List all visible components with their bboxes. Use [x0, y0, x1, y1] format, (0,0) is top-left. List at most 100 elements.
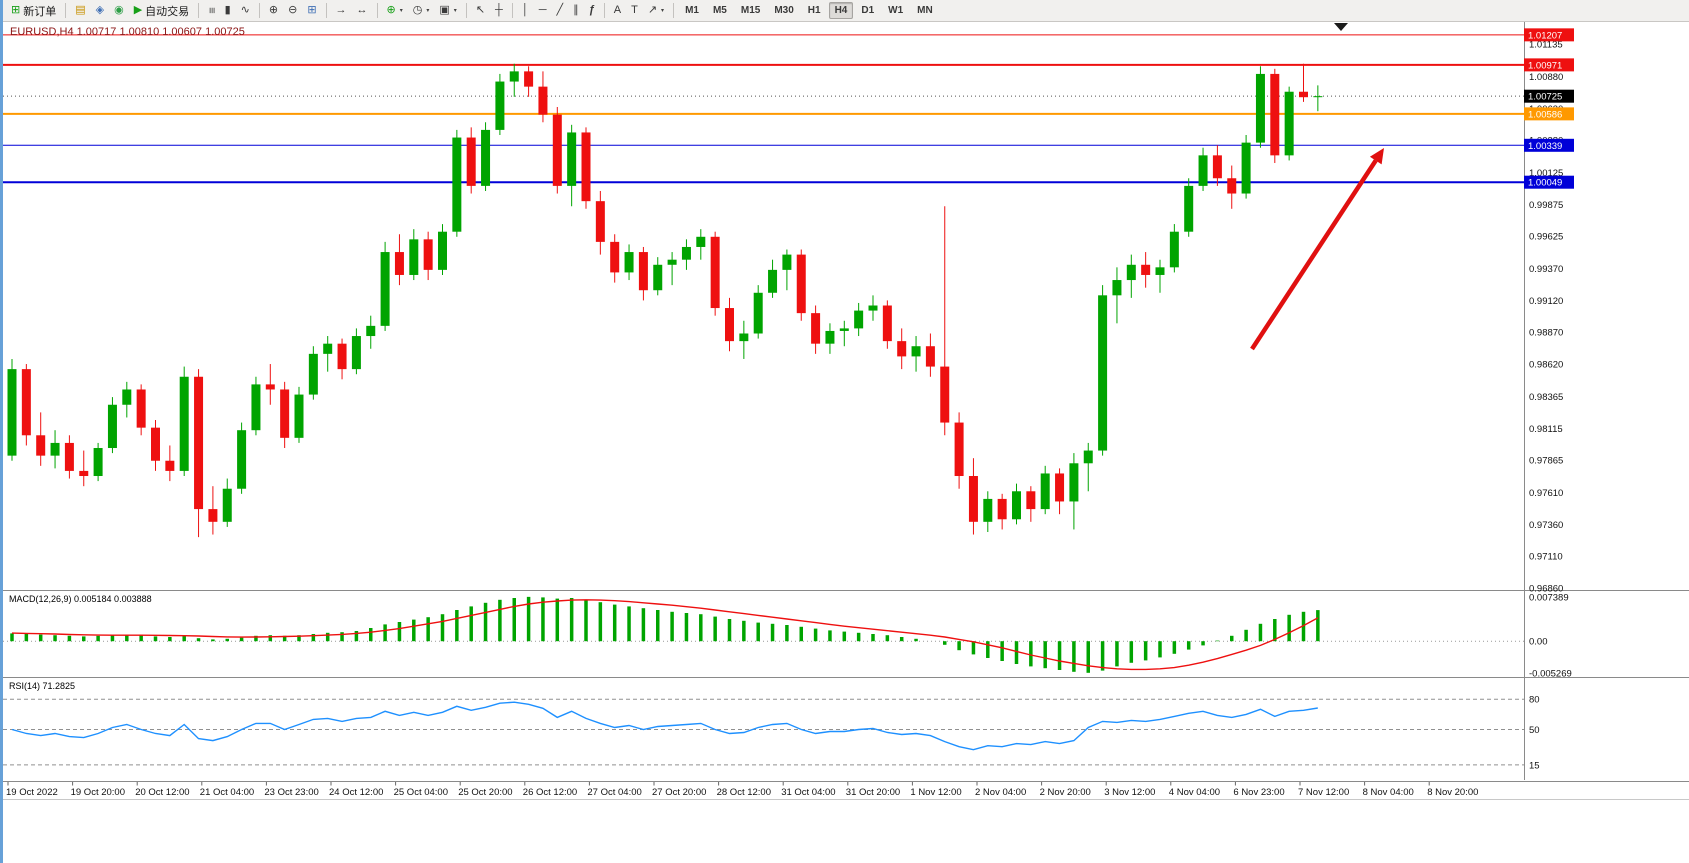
candle — [954, 422, 964, 477]
price-axis-label: 1.01135 — [1529, 40, 1563, 51]
templates-icon: ▣ — [439, 4, 450, 16]
zoom-out-button[interactable]: ⊖ — [284, 1, 301, 21]
candle — [653, 264, 663, 291]
candle — [1313, 96, 1323, 98]
price-axis-label: 0.97610 — [1529, 488, 1563, 499]
zoom-in-icon: ⊕ — [268, 4, 279, 16]
candlestick-chart-button[interactable]: ▮ — [221, 1, 235, 21]
crosshair-button[interactable]: ┼ — [491, 1, 507, 21]
candle — [1184, 185, 1194, 232]
candle — [351, 336, 361, 370]
arrows-button[interactable]: ↗ ▾ — [644, 1, 668, 21]
price-axis-label: 0.99370 — [1529, 264, 1563, 275]
fibonacci-button[interactable]: ƒ — [585, 1, 599, 21]
timeframe-m5-button[interactable]: M5 — [712, 5, 727, 16]
candle — [1241, 142, 1251, 194]
timeframe-m15-button[interactable]: M15 — [740, 5, 761, 16]
timeframe-h4-button[interactable]: H4 — [828, 2, 854, 19]
price-axis-label: 0.97360 — [1529, 520, 1563, 531]
vertical-line-button[interactable]: │ — [518, 1, 533, 21]
candle — [782, 254, 792, 270]
candle — [265, 384, 275, 390]
market-watch-button[interactable]: ▤ — [71, 1, 89, 21]
timeframe-m30-button[interactable]: M30 — [774, 5, 794, 16]
price-level-badge — [1524, 138, 1574, 152]
channel-button[interactable]: ∥ — [569, 1, 583, 21]
bar-chart-button[interactable]: ≡ — [204, 1, 218, 21]
price-axis-label: 0.98620 — [1529, 360, 1563, 371]
time-axis-label: 4 Nov 04:00 — [1169, 787, 1220, 798]
line-chart-button[interactable]: ∿ — [237, 1, 254, 21]
candle — [825, 330, 835, 344]
periods-button[interactable]: ◷ ▾ — [409, 1, 434, 21]
price-axis-label: 0.98365 — [1529, 392, 1563, 403]
dropdown-caret-icon: ▾ — [426, 8, 430, 14]
text-label-button[interactable]: T — [627, 1, 642, 21]
candle — [524, 71, 534, 87]
candle — [595, 201, 605, 242]
price-level-badge — [1524, 175, 1574, 189]
candle — [925, 346, 935, 367]
price-axis-label: 1.00125 — [1529, 168, 1563, 179]
chart-shift-button[interactable]: ↔ — [353, 1, 372, 21]
trend-arrow[interactable] — [1250, 159, 1378, 351]
candle — [696, 236, 706, 247]
trend-arrow-head[interactable] — [1369, 148, 1384, 165]
zoom-in-button[interactable]: ⊕ — [265, 1, 282, 21]
candle — [151, 427, 160, 461]
candle — [79, 470, 89, 477]
time-axis-label: 28 Oct 12:00 — [717, 787, 771, 798]
timeframe-w1-button[interactable]: W1 — [888, 5, 904, 16]
macd-axis-label: -0.005269 — [1529, 668, 1572, 679]
cursor-button[interactable]: ↖ — [472, 1, 489, 21]
horizontal-line-button[interactable]: ─ — [535, 1, 551, 21]
periods-icon: ◷ — [412, 4, 423, 16]
timeframe-m1-button[interactable]: M1 — [685, 5, 699, 16]
timeframe-h1-button[interactable]: H1 — [807, 5, 821, 16]
price-axis-label: 0.99625 — [1529, 232, 1563, 243]
price-level-badge-label: 1.01207 — [1528, 30, 1562, 41]
time-axis-label: 23 Oct 23:00 — [264, 787, 318, 798]
text-button[interactable]: A — [610, 1, 625, 21]
price-level-badge-label: 1.00586 — [1528, 109, 1562, 120]
candle — [710, 236, 720, 309]
indicators-button[interactable]: ⊕ ▾ — [383, 1, 407, 21]
time-axis-label: 19 Oct 2022 — [6, 787, 58, 798]
candle — [280, 389, 290, 438]
toolbar-separator — [258, 3, 260, 18]
timeframe-d1-button[interactable]: D1 — [861, 5, 875, 16]
candle — [997, 498, 1007, 520]
new-order-button[interactable]: ⊞ 新订单 — [7, 1, 60, 21]
candle — [323, 343, 333, 354]
templates-button[interactable]: ▣ ▾ — [435, 1, 460, 21]
candle — [581, 132, 591, 202]
autotrading-button[interactable]: ▶ 自动交易 — [130, 1, 193, 21]
price-level-badge-label: 1.00971 — [1528, 60, 1562, 71]
terminal-button[interactable]: ◉ — [110, 1, 128, 21]
new-order-icon: ⊞ — [11, 4, 21, 16]
candle — [452, 137, 462, 232]
new-order-button-label: 新订单 — [23, 5, 57, 18]
trendline-button[interactable]: ╱ — [553, 1, 568, 21]
candle — [308, 353, 318, 395]
auto-scroll-button[interactable]: → — [332, 1, 351, 21]
navigator-button[interactable]: ◈ — [92, 1, 108, 21]
dropdown-caret-icon: ▾ — [453, 8, 457, 14]
chart-shift-marker-icon[interactable] — [1334, 23, 1348, 31]
candle — [638, 252, 648, 291]
price-axis-label: 0.97865 — [1529, 456, 1563, 467]
candle — [294, 394, 304, 438]
candle — [1126, 264, 1136, 281]
candle — [50, 442, 60, 456]
candle — [1284, 91, 1294, 156]
toolbar: ⊞ 新订单 ▤ ◈ ◉ ▶ 自动交易 ≡ ▮ ∿ ⊕ ⊖ ⊞ → ↔ ⊕ ▾ ◷ ▾ ▣ ▾ ↖ ┼ │ ─ ╱ ∥ ƒ A T ↗ ▾ M1 M… — [3, 0, 1689, 22]
candle — [93, 448, 103, 477]
candle — [552, 114, 562, 186]
text-icon: A — [613, 4, 622, 16]
timeframe-mn-button[interactable]: MN — [917, 5, 933, 16]
tile-windows-button[interactable]: ⊞ — [303, 1, 320, 21]
candle — [1141, 264, 1151, 275]
candle — [911, 346, 921, 357]
macd-axis-label: 0.007389 — [1529, 592, 1569, 603]
